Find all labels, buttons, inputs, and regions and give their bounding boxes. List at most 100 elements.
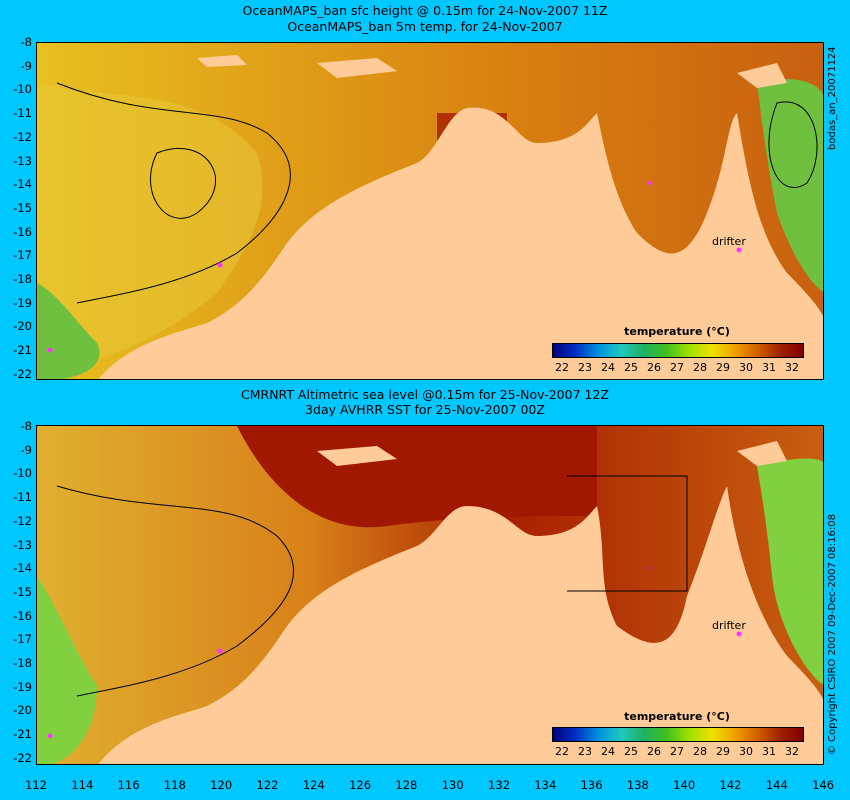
colorbar-tick-label: 24 (601, 745, 615, 758)
y-tick-label: -16 (13, 224, 32, 239)
colorbar-top (552, 343, 804, 358)
land-island (737, 63, 787, 88)
colorbar-tick-label: 30 (739, 745, 753, 758)
bottom-map-svg (37, 426, 823, 764)
x-tick-label: 146 (812, 778, 835, 792)
y-tick-label: -18 (13, 656, 32, 670)
colorbar-tick-label: 27 (670, 361, 684, 374)
colorbar-tick-label: 29 (716, 361, 730, 374)
x-tick-label: 142 (719, 778, 742, 792)
x-tick-label: 114 (71, 778, 94, 792)
land-australia (98, 107, 823, 379)
y-tick-label: -20 (13, 703, 32, 718)
colorbar-ticks-top: 22 23 24 25 26 27 28 29 30 31 32 (552, 361, 802, 375)
colorbar-tick-label: 23 (578, 745, 592, 758)
y-tick-label: -12 (13, 129, 32, 144)
y-tick-label: -21 (13, 727, 32, 742)
drifter-marker (736, 247, 742, 253)
ocean-cool-patch (37, 83, 263, 373)
drifter-marker (47, 347, 53, 353)
colorbar-tick-label: 22 (555, 361, 569, 374)
colorbar-tick-label: 31 (762, 745, 776, 758)
contour-line (567, 475, 688, 592)
y-tick-label: -9 (20, 58, 32, 73)
colorbar-tick-label: 27 (670, 745, 684, 758)
colorbar-tick-label: 26 (647, 745, 661, 758)
colorbar-tick-label: 26 (647, 361, 661, 374)
y-tick-label: -16 (13, 608, 32, 623)
colorbar-tick-label: 28 (693, 745, 707, 758)
bottom-map-panel (36, 425, 824, 765)
y-tick-label: -19 (13, 679, 32, 694)
land-australia (98, 486, 823, 764)
side-label-bottom: © Copyright CSIRO 2007 09-Dec-2007 08:16… (827, 514, 838, 755)
colorbar-tick-label: 23 (578, 361, 592, 374)
top-map-svg (37, 43, 823, 379)
y-tick-label: -8 (20, 35, 32, 49)
x-tick-label: 128 (395, 778, 418, 792)
contour-line (150, 147, 216, 219)
drifter-marker (217, 648, 223, 654)
drifter-marker (736, 631, 742, 637)
colorbar-tick-label: 29 (716, 745, 730, 758)
x-tick-label: 140 (673, 778, 696, 792)
y-tick-label: -18 (13, 272, 32, 286)
y-tick-label: -21 (13, 343, 32, 358)
colorbar-tick-label: 30 (739, 361, 753, 374)
x-tick-label: 144 (765, 778, 788, 792)
colorbar-title-bottom: temperature (°C) (624, 710, 730, 723)
x-tick-label: 118 (163, 778, 186, 792)
top-map-panel (36, 42, 824, 380)
y-tick-label: -22 (13, 366, 32, 381)
y-tick-label: -17 (13, 248, 32, 263)
x-tick-label: 126 (349, 778, 372, 792)
y-tick-label: -10 (13, 466, 32, 481)
y-tick-label: -8 (20, 419, 32, 433)
x-tick-label: 132 (488, 778, 510, 792)
x-tick-label: 134 (534, 778, 557, 792)
colorbar-bottom (552, 727, 804, 742)
bottom-title-line2: 3day AVHRR SST for 25-Nov-2007 00Z (305, 402, 545, 417)
contour-line (56, 485, 295, 697)
land-island (737, 441, 787, 466)
y-tick-label: -11 (13, 106, 32, 121)
x-tick-label: 124 (302, 778, 325, 792)
x-tick-label: 120 (210, 778, 233, 792)
y-tick-label: -22 (13, 750, 32, 765)
y-tick-label: -10 (13, 82, 32, 97)
y-tick-label: -12 (13, 513, 32, 528)
x-tick-label: 136 (580, 778, 603, 792)
y-tick-label: -14 (13, 177, 32, 192)
colorbar-tick-label: 24 (601, 361, 615, 374)
colorbar-tick-label: 25 (624, 745, 638, 758)
ocean-green-patch-east (757, 458, 823, 685)
drifter-label: drifter (712, 619, 746, 632)
y-tick-label: -17 (13, 632, 32, 647)
colorbar-tick-label: 25 (624, 361, 638, 374)
colorbar-tick-label: 22 (555, 745, 569, 758)
colorbar-title-top: temperature (°C) (624, 325, 730, 338)
land-island (197, 55, 247, 67)
x-tick-label: 122 (256, 778, 279, 792)
x-tick-label: 116 (117, 778, 140, 792)
drifter-marker (217, 262, 223, 268)
drifter-marker (47, 733, 53, 739)
y-tick-label: -9 (20, 442, 32, 457)
drifter-marker (647, 565, 653, 571)
y-tick-label: -13 (13, 153, 32, 168)
y-tick-label: -20 (13, 319, 32, 334)
y-tick-label: -14 (13, 561, 32, 576)
ocean-green-patch-east (757, 79, 823, 292)
x-tick-label: 138 (626, 778, 649, 792)
contour-line (768, 101, 818, 188)
y-tick-label: -15 (13, 584, 32, 599)
drifter-marker (648, 181, 652, 185)
ocean-green-patch-sw (37, 576, 97, 764)
y-tick-label: -15 (13, 200, 32, 215)
colorbar-tick-label: 31 (762, 361, 776, 374)
y-tick-label: -11 (13, 490, 32, 505)
x-tick-label: 112 (25, 778, 47, 792)
drifter-label: drifter (712, 235, 746, 248)
land-island (317, 58, 397, 78)
y-tick-label: -13 (13, 537, 32, 552)
